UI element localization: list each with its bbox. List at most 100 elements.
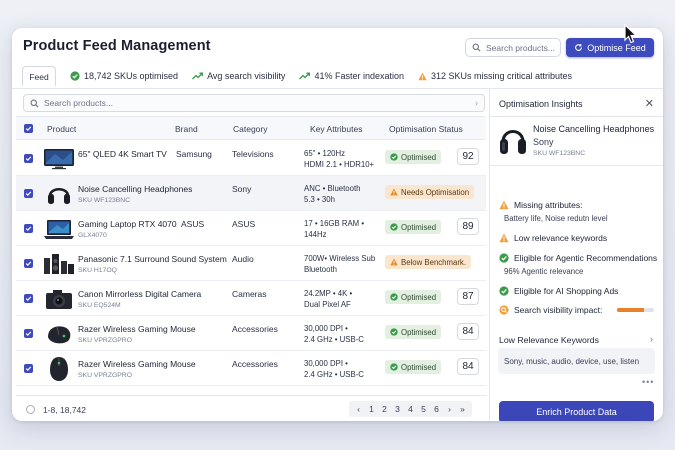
status-badge: Optimised (385, 220, 441, 234)
table-row[interactable]: Panasonic 7.1 Surround Sound System SKU … (16, 246, 486, 281)
page-6-button[interactable]: 6 (430, 404, 443, 414)
status-badge: Optimised (385, 290, 441, 304)
page-1-button[interactable]: 1 (365, 404, 378, 414)
table-row[interactable]: Razer Wireless Gaming Mouse SKU VPRZGPRO… (16, 316, 486, 351)
row-checkbox[interactable] (24, 189, 33, 198)
trend-up-icon (192, 72, 203, 80)
product-brand: ASUS (181, 219, 204, 229)
stat-optimised: 18,742 SKUs optimised (70, 71, 178, 81)
tab-feed[interactable]: Feed (22, 66, 56, 86)
attribute-line: Bluetooth (304, 264, 382, 275)
optimise-feed-button[interactable]: Optimise Feed (566, 38, 654, 57)
attribute-line: Dual Pixel AF (304, 299, 382, 310)
divider (490, 165, 663, 166)
row-checkbox[interactable] (24, 224, 33, 233)
column-status[interactable]: Optimisation Status (389, 124, 463, 134)
attribute-line: 700W• Wireless Sub (304, 253, 382, 264)
page-4-button[interactable]: 4 (404, 404, 417, 414)
column-key-attributes[interactable]: Key Attributes (310, 124, 362, 134)
insight-text: Eligible for Agentic Recommendations (514, 253, 657, 263)
list-search-placeholder: Search products... (44, 98, 113, 108)
table-row[interactable]: Razer Wireless Gaming Mouse SKU VPRZGPRO… (16, 351, 486, 386)
insight-text: Low relevance keywords (514, 233, 607, 243)
app-window: Product Feed Management Search products.… (12, 28, 663, 421)
row-checkbox[interactable] (24, 329, 33, 338)
product-category: Accessories (232, 324, 278, 334)
check-circle-icon (499, 253, 509, 263)
product-list-panel: Search products... › Product Brand Categ… (16, 90, 486, 421)
checkmark-icon (25, 225, 32, 232)
checkmark-icon (25, 125, 32, 132)
product-sku: SKU VPRZGPRO (78, 372, 132, 379)
row-checkbox[interactable] (24, 364, 33, 373)
column-category[interactable]: Category (233, 124, 268, 134)
attribute-line: HDMI 2.1 • HDR10+ (304, 159, 382, 170)
table-row[interactable]: Gaming Laptop RTX 4070 GLX4070 ASUS ASUS… (16, 211, 486, 246)
insight-ai-shopping: Eligible for AI Shopping Ads (499, 286, 618, 296)
table-row[interactable]: Noise Cancelling Headphones SKU WF123BNC… (16, 176, 486, 211)
score-badge: 84 (457, 323, 479, 340)
key-attributes: ANC • Bluetooth 5.3 • 30h (304, 183, 382, 205)
column-brand[interactable]: Brand (175, 124, 198, 134)
stats-bar: Feed 18,742 SKUs optimised Avg search vi… (12, 64, 663, 88)
last-page-button[interactable]: » (456, 404, 469, 414)
stat-indexation-text: 41% Faster indexation (314, 71, 404, 81)
table-header: Product Brand Category Key Attributes Op… (16, 116, 486, 140)
product-category: Audio (232, 254, 254, 264)
list-search-input[interactable]: Search products... › (23, 94, 485, 112)
low-relevance-keywords-title[interactable]: Low Relevance Keywords (499, 335, 599, 345)
search-input[interactable]: Search products... (465, 38, 561, 57)
mouse-icon (42, 321, 76, 346)
status-text: Optimised (401, 328, 436, 337)
stat-missing-text: 312 SKUs missing critical attributes (431, 71, 572, 81)
row-checkbox[interactable] (24, 259, 33, 268)
key-attributes: 24.2MP • 4K • Dual Pixel AF (304, 288, 382, 310)
enrich-product-data-button[interactable]: Enrich Product Data (499, 401, 654, 421)
checkmark-icon (25, 155, 32, 162)
select-all-checkbox[interactable] (24, 124, 33, 133)
search-visibility-icon (499, 305, 509, 315)
product-name: Noise Cancelling Headphones (78, 184, 192, 194)
checkmark-icon (25, 295, 32, 302)
check-circle-icon (390, 328, 398, 336)
table-row[interactable]: Canon Mirrorless Digital Camera SKU EQ52… (16, 281, 486, 316)
attribute-line: 30,000 DPI • (304, 323, 382, 334)
keywords-box: Sony, music, audio, device, use, listen (498, 348, 655, 374)
speakers-icon (42, 251, 76, 276)
attribute-line: 65" • 120Hz (304, 148, 382, 159)
pagination: ‹ 1 2 3 4 5 6 › » (349, 401, 472, 417)
attribute-line: 30,000 DPI • (304, 358, 382, 369)
select-page-radio[interactable] (26, 405, 35, 414)
product-name: Razer Wireless Gaming Mouse (78, 324, 196, 334)
attribute-line: 2.4 GHz • USB-C (304, 369, 382, 380)
mouse-cursor-icon (624, 24, 638, 44)
pagination-range: 1-8, 18,742 (43, 405, 86, 415)
product-name: Razer Wireless Gaming Mouse (78, 359, 196, 369)
attribute-line: 24.2MP • 4K • (304, 288, 382, 299)
row-checkbox[interactable] (24, 294, 33, 303)
checkmark-icon (25, 260, 32, 267)
prev-page-button[interactable]: ‹ (352, 404, 365, 414)
insight-detail: Battery life, Noise redutn level (504, 214, 608, 223)
tv-icon (42, 146, 76, 171)
key-attributes: 30,000 DPI • 2.4 GHz • USB-C (304, 323, 382, 345)
next-page-button[interactable]: › (443, 404, 456, 414)
insights-header: Optimisation Insights ✕ (490, 89, 663, 117)
close-icon[interactable]: ✕ (645, 97, 654, 110)
insights-title: Optimisation Insights (499, 99, 583, 109)
page-3-button[interactable]: 3 (391, 404, 404, 414)
check-circle-icon (390, 223, 398, 231)
stat-indexation: 41% Faster indexation (299, 71, 404, 81)
column-product[interactable]: Product (47, 124, 76, 134)
row-checkbox[interactable] (24, 154, 33, 163)
more-options-icon[interactable]: ••• (642, 377, 654, 387)
insights-product-name: Noise Cancelling Headphones (533, 124, 654, 134)
status-badge: Optimised (385, 325, 441, 339)
page-2-button[interactable]: 2 (378, 404, 391, 414)
chevron-right-icon[interactable]: › (650, 334, 653, 344)
page-5-button[interactable]: 5 (417, 404, 430, 414)
key-attributes: 700W• Wireless Sub Bluetooth (304, 253, 382, 275)
product-name: Gaming Laptop RTX 4070 (78, 219, 177, 229)
attribute-line: 2.4 GHz • USB-C (304, 334, 382, 345)
table-row[interactable]: 65" QLED 4K Smart TV Samsung Televisions… (16, 141, 486, 176)
